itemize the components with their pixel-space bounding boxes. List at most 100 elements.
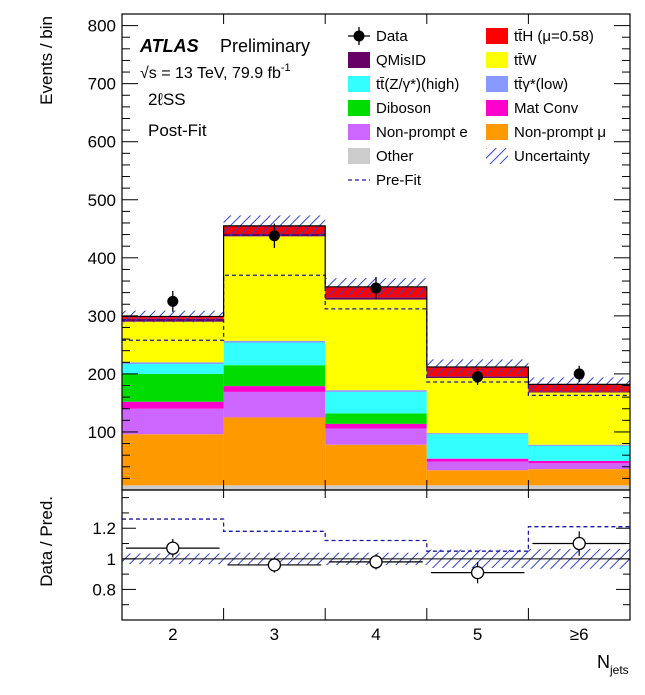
y-tick-label-600: 600 — [88, 133, 116, 152]
legend-mat-conv-swatch — [486, 100, 508, 116]
bar-other-5 — [528, 485, 630, 490]
ratio-point-4 — [470, 565, 485, 580]
ratio-point-2 — [267, 558, 282, 572]
legend-non-prompt-e-label: Non-prompt e — [376, 124, 468, 141]
y-tick-label-400: 400 — [88, 249, 116, 268]
legend-tt-h-0-58-swatch — [486, 28, 508, 44]
bar-tt-z-high-1 — [122, 364, 224, 374]
x-tick-label-4: 5 — [473, 625, 482, 644]
main-panel: 100 200 300 400 500 600 700 800 — [88, 13, 631, 491]
bar-tt-low-5 — [528, 444, 630, 446]
bar-tt-w-2 — [223, 236, 326, 341]
legend-tt-z-high-swatch — [348, 76, 370, 92]
data-point-2 — [268, 230, 280, 242]
bar-non-prompt-e-4 — [426, 461, 529, 471]
bar-diboson-1 — [122, 373, 224, 402]
ratio-panel: 0.8 1 1.2 2 3 4 5 ≥6 — [92, 489, 631, 644]
bar-mat-conv-3 — [325, 423, 427, 429]
bar-non-prompt-1 — [122, 434, 224, 486]
legend-non-prompt-label: Non-prompt μ — [514, 124, 606, 141]
legend-non-prompt-swatch — [486, 124, 508, 140]
bar-tt-w-3 — [325, 299, 427, 391]
x-tick-label-2: 3 — [270, 625, 279, 644]
bar-diboson-2 — [223, 365, 326, 387]
bar-mat-conv-2 — [223, 386, 326, 392]
bar-tt-w-4 — [426, 377, 529, 434]
ratio-points — [126, 531, 626, 584]
data-point-4 — [472, 371, 484, 383]
legend-tt-w-label: tt̄W — [514, 52, 537, 69]
legend-uncertainty-label: Uncertainty — [514, 148, 590, 165]
x-axis-label: Njets — [597, 652, 629, 677]
legend-tt-z-high-label: tt̄(Z/γ*)(high) — [376, 76, 459, 93]
y-tick-label-300: 300 — [88, 307, 116, 326]
fit-label: Post-Fit — [148, 121, 207, 140]
data-point-1 — [167, 295, 179, 307]
bar-mat-conv-1 — [122, 401, 224, 409]
bar-non-prompt-3 — [325, 444, 427, 486]
bar-tt-low-4 — [426, 433, 529, 435]
ratio-y-axis-label: Data / Pred. — [37, 496, 56, 587]
bar-other-3 — [325, 485, 427, 490]
bar-non-prompt-e-3 — [325, 428, 427, 445]
bar-mat-conv-5 — [528, 460, 630, 464]
legend-tt-h-0-58-label: tt̄H (μ=0.58) — [514, 28, 594, 45]
ratio-x-axis: 2 3 4 5 ≥6 — [168, 490, 589, 644]
bar-non-prompt-5 — [528, 469, 630, 486]
bar-tt-low-1 — [122, 362, 224, 365]
main-x-ticks — [223, 14, 529, 490]
legend-tt-low-label: tt̄γ*(low) — [514, 76, 568, 93]
y-tick-label-800: 800 — [88, 17, 116, 36]
bar-non-prompt-4 — [426, 470, 529, 486]
channel-label: 2ℓSS — [148, 90, 186, 109]
y-tick-label-500: 500 — [88, 191, 116, 210]
ratio-point-1 — [166, 541, 180, 555]
ratio-prefit-step — [122, 518, 630, 552]
ratio-point-3 — [369, 555, 383, 569]
bar-non-prompt-e-2 — [223, 391, 326, 418]
preliminary-label: Preliminary — [220, 36, 310, 56]
bar-tt-low-3 — [325, 390, 427, 392]
ratio-frame — [121, 489, 631, 621]
bar-non-prompt-2 — [223, 417, 326, 486]
bar-non-prompt-e-5 — [528, 463, 630, 470]
legend-other-swatch — [348, 148, 370, 164]
legend-non-prompt-e-swatch — [348, 124, 370, 140]
legend-diboson-label: Diboson — [376, 100, 431, 117]
atlas-label: ATLAS — [139, 36, 199, 56]
bar-diboson-3 — [325, 413, 427, 424]
x-tick-label-1: 2 — [168, 625, 177, 644]
ratio-y-axis: 0.8 1 1.2 — [92, 497, 630, 606]
legend-tt-low-swatch — [486, 76, 508, 92]
legend-mat-conv-label: Mat Conv — [514, 100, 579, 117]
legend-other-label: Other — [376, 148, 414, 165]
bar-qmisid-5 — [528, 391, 630, 393]
bar-tt-z-high-4 — [426, 434, 529, 459]
y-tick-label-100: 100 — [88, 423, 116, 442]
ratio-y-tick-label-0-8: 0.8 — [92, 580, 116, 599]
bar-other-2 — [223, 485, 326, 490]
data-point-3 — [370, 282, 382, 294]
bar-tt-w-1 — [122, 321, 224, 363]
legend-pre-fit-label: Pre-Fit — [376, 172, 422, 189]
y-axis-label: Events / bin — [37, 16, 56, 105]
ratio-prefit-line — [122, 518, 630, 552]
bar-other-1 — [122, 485, 224, 490]
stacked-histogram — [122, 225, 630, 490]
ratio-y-tick-label-1: 1 — [107, 550, 116, 569]
x-tick-label-5: ≥6 — [570, 625, 589, 644]
bar-tt-low-2 — [223, 340, 326, 343]
y-tick-label-700: 700 — [88, 75, 116, 94]
ratio-y-tick-label-1-2: 1.2 — [92, 519, 116, 538]
legend-tt-w-swatch — [486, 52, 508, 68]
bar-mat-conv-4 — [426, 458, 529, 462]
y-tick-label-200: 200 — [88, 365, 116, 384]
bar-tt-z-high-5 — [528, 445, 630, 461]
legend: Data tt̄H (μ=0.58) QMisID tt̄W tt̄(Z/γ*)(hig… — [348, 27, 606, 189]
data-point-5 — [573, 368, 585, 380]
bar-tt-z-high-2 — [223, 342, 326, 366]
bar-non-prompt-e-1 — [122, 408, 224, 435]
bar-tt-z-high-3 — [325, 391, 427, 414]
energy-lumi-label: √s = 13 TeV, 79.9 fb-1 — [140, 62, 291, 82]
legend-qmisid-swatch — [348, 52, 370, 68]
